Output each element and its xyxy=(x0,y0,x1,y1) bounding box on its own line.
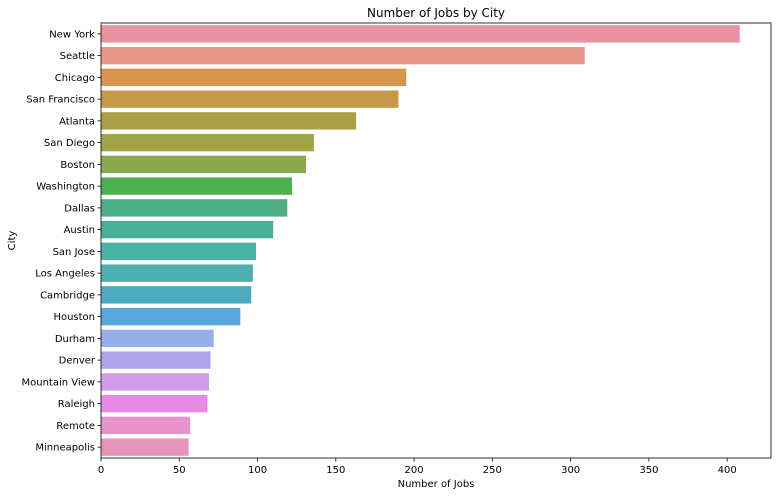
y-tick-label: Boston xyxy=(60,160,95,171)
bar-los-angeles xyxy=(101,264,253,282)
y-tick-label: Mountain View xyxy=(22,377,96,388)
y-tick-label: Durham xyxy=(55,334,95,345)
y-tick-label: New York xyxy=(49,29,95,40)
y-tick-label: Remote xyxy=(56,421,95,432)
bar-cambridge xyxy=(101,286,252,304)
y-axis-title: City xyxy=(7,231,18,251)
x-tick-label: 200 xyxy=(405,465,424,476)
bar-durham xyxy=(101,329,214,348)
x-tick-label: 0 xyxy=(98,465,104,476)
y-tick-label: San Francisco xyxy=(26,95,95,106)
bar-dallas xyxy=(101,199,288,217)
bar-san-jose xyxy=(101,242,256,261)
bar-new-york xyxy=(101,25,740,43)
bar-chicago xyxy=(101,68,407,87)
y-tick-label: Cambridge xyxy=(40,290,95,301)
x-tick-label: 350 xyxy=(639,465,658,476)
x-axis-ticks: 0 50 100 150 200 250 300 350 400 xyxy=(98,458,737,476)
bar-boston xyxy=(101,155,307,174)
x-axis-title: Number of Jobs xyxy=(398,479,475,490)
bar-atlanta xyxy=(101,112,357,130)
x-tick-label: 100 xyxy=(248,465,267,476)
y-tick-label: Dallas xyxy=(64,203,95,214)
bar-minneapolis xyxy=(101,438,189,456)
y-tick-label: Seattle xyxy=(60,51,95,62)
chart-title: Number of Jobs by City xyxy=(367,6,505,20)
bar-san-diego xyxy=(101,133,314,152)
y-tick-label: Raleigh xyxy=(58,399,95,410)
bar-seattle xyxy=(101,46,585,65)
y-tick-label: Austin xyxy=(64,225,95,236)
x-tick-label: 150 xyxy=(326,465,345,476)
y-tick-label: Minneapolis xyxy=(35,443,95,454)
bar-san-francisco xyxy=(101,90,399,108)
y-tick-label: Chicago xyxy=(55,73,95,84)
bars-group xyxy=(101,25,740,456)
y-tick-label: Los Angeles xyxy=(35,269,95,280)
y-tick-label: San Jose xyxy=(53,247,95,258)
x-tick-label: 50 xyxy=(173,465,186,476)
plot-frame xyxy=(100,22,772,459)
y-tick-label: San Diego xyxy=(44,138,95,149)
x-tick-label: 250 xyxy=(483,465,502,476)
x-tick-label: 300 xyxy=(561,465,580,476)
y-tick-label: Houston xyxy=(53,312,95,323)
y-axis-ticks: New York Seattle Chicago San Francisco Atlan… xyxy=(22,29,101,454)
bar-houston xyxy=(101,307,241,326)
bar-mountain-view xyxy=(101,373,210,391)
bar-washington xyxy=(101,177,292,195)
y-tick-label: Atlanta xyxy=(59,116,95,127)
bar-austin xyxy=(101,220,274,239)
bar-denver xyxy=(101,351,211,369)
bar-raleigh xyxy=(101,394,208,413)
x-tick-label: 400 xyxy=(718,465,737,476)
y-tick-label: Denver xyxy=(59,356,96,367)
bar-remote xyxy=(101,416,191,435)
y-tick-label: Washington xyxy=(36,182,95,193)
